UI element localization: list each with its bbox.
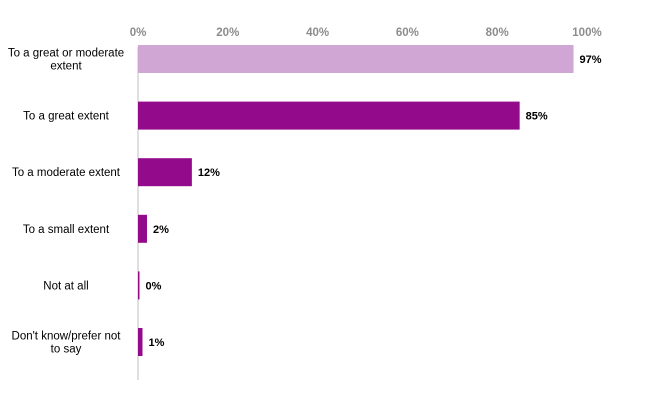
value-label: 12%: [198, 167, 220, 179]
category-label: Not at all: [43, 280, 88, 292]
value-label: 97%: [580, 54, 602, 66]
bar: [138, 101, 520, 130]
bar: [138, 158, 192, 187]
bar: [138, 45, 574, 73]
category-label: To a great or moderate extent: [8, 48, 124, 73]
x-axis-ticks: 0% 20% 40% 60% 80% 100%: [130, 27, 602, 39]
x-tick-label: 40%: [306, 27, 329, 39]
value-label: 0%: [146, 280, 162, 292]
category-label: To a small extent: [23, 224, 110, 236]
bar: [138, 328, 143, 356]
bar: [138, 214, 147, 243]
x-tick-label: 100%: [572, 27, 601, 39]
value-label: 2%: [153, 224, 169, 236]
category-label: To a great extent: [23, 111, 109, 123]
category-label: Don't know/prefer not to say: [12, 331, 122, 356]
x-tick-label: 60%: [396, 27, 419, 39]
value-label: 85%: [526, 111, 548, 123]
value-labels: 97% 85% 12% 2% 0% 1%: [146, 54, 602, 349]
category-label: To a moderate extent: [12, 167, 121, 179]
bar: [138, 271, 140, 300]
x-tick-label: 20%: [216, 27, 239, 39]
value-label: 1%: [148, 337, 164, 349]
x-tick-label: 0%: [130, 27, 147, 39]
x-tick-label: 80%: [486, 27, 509, 39]
bars: [138, 45, 574, 356]
category-labels: To a great or moderate extent To a great e…: [8, 48, 124, 356]
